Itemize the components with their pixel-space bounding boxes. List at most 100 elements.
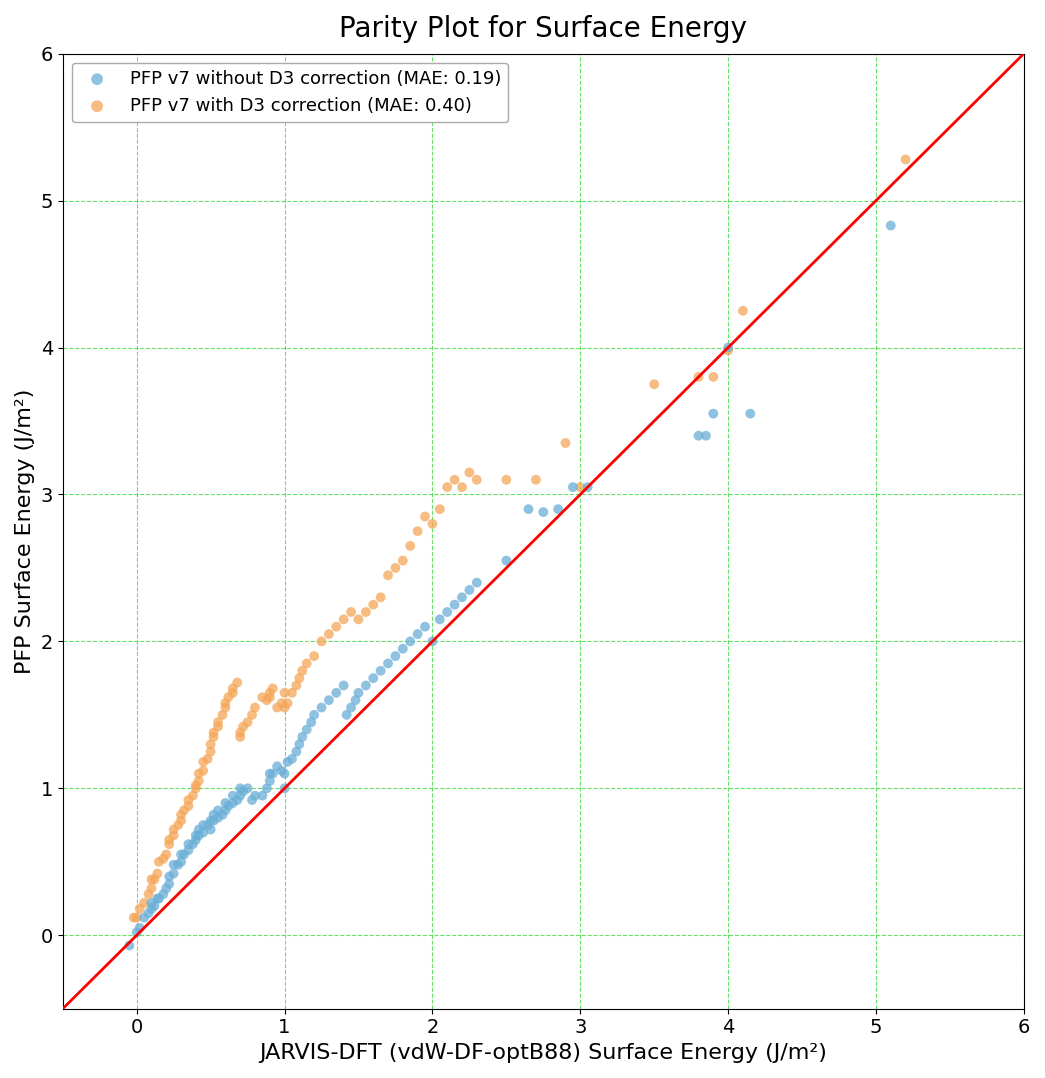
PFP v7 with D3 correction (MAE: 0.40): (0.65, 1.68): 0.40): (0.65, 1.68) — [225, 680, 241, 697]
PFP v7 with D3 correction (MAE: 0.40): (0.1, 0.38): 0.40): (0.1, 0.38) — [143, 871, 160, 888]
PFP v7 without D3 correction (MAE: 0.19): (0.7, 1): 0.19): (0.7, 1) — [232, 779, 249, 797]
PFP v7 without D3 correction (MAE: 0.19): (0.18, 0.28): 0.19): (0.18, 0.28) — [155, 885, 171, 902]
PFP v7 without D3 correction (MAE: 0.19): (0.85, 0.95): 0.19): (0.85, 0.95) — [254, 787, 271, 804]
PFP v7 with D3 correction (MAE: 0.40): (0.18, 0.52): 0.40): (0.18, 0.52) — [155, 851, 171, 868]
PFP v7 with D3 correction (MAE: 0.40): (0.08, 0.28): 0.40): (0.08, 0.28) — [140, 885, 157, 902]
PFP v7 without D3 correction (MAE: 0.19): (0.25, 0.42): 0.19): (0.25, 0.42) — [165, 865, 182, 882]
PFP v7 without D3 correction (MAE: 0.19): (5.1, 4.83): 0.19): (5.1, 4.83) — [882, 217, 899, 234]
PFP v7 with D3 correction (MAE: 0.40): (0.6, 1.55): 0.40): (0.6, 1.55) — [217, 699, 234, 716]
PFP v7 without D3 correction (MAE: 0.19): (0.5, 0.78): 0.19): (0.5, 0.78) — [203, 812, 219, 829]
PFP v7 without D3 correction (MAE: 0.19): (0.4, 0.65): 0.19): (0.4, 0.65) — [187, 831, 204, 848]
PFP v7 with D3 correction (MAE: 0.40): (0.7, 1.38): 0.40): (0.7, 1.38) — [232, 723, 249, 741]
PFP v7 with D3 correction (MAE: 0.40): (0.9, 1.65): 0.40): (0.9, 1.65) — [261, 685, 278, 702]
PFP v7 without D3 correction (MAE: 0.19): (4.15, 3.55): 0.19): (4.15, 3.55) — [742, 405, 759, 423]
PFP v7 with D3 correction (MAE: 0.40): (4.1, 4.25): 0.40): (4.1, 4.25) — [735, 302, 751, 319]
PFP v7 with D3 correction (MAE: 0.40): (5.2, 5.28): 0.40): (5.2, 5.28) — [898, 151, 914, 168]
PFP v7 without D3 correction (MAE: 0.19): (0.3, 0.55): 0.19): (0.3, 0.55) — [172, 846, 189, 863]
PFP v7 with D3 correction (MAE: 0.40): (0.05, 0.22): 0.40): (0.05, 0.22) — [136, 895, 153, 912]
PFP v7 with D3 correction (MAE: 0.40): (0.02, 0.18): 0.40): (0.02, 0.18) — [132, 900, 148, 917]
PFP v7 without D3 correction (MAE: 0.19): (1.55, 1.7): 0.19): (1.55, 1.7) — [357, 677, 374, 694]
PFP v7 without D3 correction (MAE: 0.19): (0.25, 0.48): 0.19): (0.25, 0.48) — [165, 856, 182, 873]
PFP v7 with D3 correction (MAE: 0.40): (0.35, 0.92): 0.40): (0.35, 0.92) — [180, 791, 196, 808]
PFP v7 without D3 correction (MAE: 0.19): (0.15, 0.25): 0.19): (0.15, 0.25) — [150, 890, 167, 908]
PFP v7 without D3 correction (MAE: 0.19): (1.25, 1.55): 0.19): (1.25, 1.55) — [314, 699, 330, 716]
PFP v7 without D3 correction (MAE: 0.19): (2.15, 2.25): 0.19): (2.15, 2.25) — [446, 596, 463, 613]
PFP v7 without D3 correction (MAE: 0.19): (0.9, 1.1): 0.19): (0.9, 1.1) — [261, 765, 278, 783]
PFP v7 without D3 correction (MAE: 0.19): (0.2, 0.32): 0.19): (0.2, 0.32) — [158, 880, 175, 897]
PFP v7 without D3 correction (MAE: 0.19): (0.08, 0.15): 0.19): (0.08, 0.15) — [140, 904, 157, 922]
PFP v7 without D3 correction (MAE: 0.19): (1.8, 1.95): 0.19): (1.8, 1.95) — [394, 640, 411, 658]
PFP v7 without D3 correction (MAE: 0.19): (0.48, 0.75): 0.19): (0.48, 0.75) — [200, 816, 216, 833]
PFP v7 without D3 correction (MAE: 0.19): (1.5, 1.65): 0.19): (1.5, 1.65) — [350, 685, 367, 702]
PFP v7 with D3 correction (MAE: 0.40): (0.7, 1.35): 0.40): (0.7, 1.35) — [232, 729, 249, 746]
PFP v7 with D3 correction (MAE: 0.40): (0.35, 0.88): 0.40): (0.35, 0.88) — [180, 798, 196, 815]
PFP v7 without D3 correction (MAE: 0.19): (0.58, 0.82): 0.19): (0.58, 0.82) — [214, 806, 231, 824]
PFP v7 without D3 correction (MAE: 0.19): (0.98, 1.12): 0.19): (0.98, 1.12) — [273, 762, 289, 779]
PFP v7 with D3 correction (MAE: 0.40): (0.9, 1.62): 0.40): (0.9, 1.62) — [261, 689, 278, 706]
PFP v7 with D3 correction (MAE: 0.40): (0, 0.12): 0.40): (0, 0.12) — [129, 909, 145, 926]
PFP v7 without D3 correction (MAE: 0.19): (1.6, 1.75): 0.19): (1.6, 1.75) — [365, 669, 381, 687]
PFP v7 without D3 correction (MAE: 0.19): (0.65, 0.95): 0.19): (0.65, 0.95) — [225, 787, 241, 804]
PFP v7 with D3 correction (MAE: 0.40): (3.5, 3.75): 0.40): (3.5, 3.75) — [646, 375, 663, 392]
PFP v7 with D3 correction (MAE: 0.40): (2.25, 3.15): 0.40): (2.25, 3.15) — [461, 464, 478, 481]
PFP v7 without D3 correction (MAE: 0.19): (2.65, 2.9): 0.19): (2.65, 2.9) — [520, 500, 537, 517]
PFP v7 with D3 correction (MAE: 0.40): (2.15, 3.1): 0.40): (2.15, 3.1) — [446, 471, 463, 488]
PFP v7 with D3 correction (MAE: 0.40): (3, 3.05): 0.40): (3, 3.05) — [572, 479, 588, 496]
PFP v7 without D3 correction (MAE: 0.19): (2.85, 2.9): 0.19): (2.85, 2.9) — [550, 500, 566, 517]
PFP v7 with D3 correction (MAE: 0.40): (1.12, 1.8): 0.40): (1.12, 1.8) — [294, 662, 310, 679]
PFP v7 without D3 correction (MAE: 0.19): (0.55, 0.8): 0.19): (0.55, 0.8) — [210, 810, 227, 827]
PFP v7 without D3 correction (MAE: 0.19): (1.95, 2.1): 0.19): (1.95, 2.1) — [417, 618, 434, 635]
PFP v7 without D3 correction (MAE: 0.19): (1.9, 2.05): 0.19): (1.9, 2.05) — [410, 625, 426, 642]
PFP v7 with D3 correction (MAE: 0.40): (0.45, 1.18): 0.40): (0.45, 1.18) — [194, 754, 211, 771]
PFP v7 with D3 correction (MAE: 0.40): (0.52, 1.38): 0.40): (0.52, 1.38) — [205, 723, 222, 741]
Y-axis label: PFP Surface Energy (J/m²): PFP Surface Energy (J/m²) — [15, 388, 34, 674]
PFP v7 without D3 correction (MAE: 0.19): (0.12, 0.2): 0.19): (0.12, 0.2) — [146, 897, 163, 914]
PFP v7 with D3 correction (MAE: 0.40): (1.75, 2.5): 0.40): (1.75, 2.5) — [387, 559, 403, 577]
PFP v7 with D3 correction (MAE: 0.40): (1.4, 2.15): 0.40): (1.4, 2.15) — [335, 611, 352, 628]
PFP v7 with D3 correction (MAE: 0.40): (1, 1.55): 0.40): (1, 1.55) — [276, 699, 293, 716]
PFP v7 with D3 correction (MAE: 0.40): (1.08, 1.7): 0.40): (1.08, 1.7) — [288, 677, 305, 694]
PFP v7 without D3 correction (MAE: 0.19): (1.48, 1.6): 0.19): (1.48, 1.6) — [347, 692, 364, 709]
PFP v7 with D3 correction (MAE: 0.40): (1.9, 2.75): 0.40): (1.9, 2.75) — [410, 523, 426, 540]
PFP v7 with D3 correction (MAE: 0.40): (0.55, 1.42): 0.40): (0.55, 1.42) — [210, 718, 227, 735]
PFP v7 with D3 correction (MAE: 0.40): (1.8, 2.55): 0.40): (1.8, 2.55) — [394, 552, 411, 569]
PFP v7 without D3 correction (MAE: 0.19): (0.88, 1): 0.19): (0.88, 1) — [258, 779, 275, 797]
PFP v7 with D3 correction (MAE: 0.40): (0.6, 1.58): 0.40): (0.6, 1.58) — [217, 694, 234, 711]
PFP v7 with D3 correction (MAE: 0.40): (0.65, 1.65): 0.40): (0.65, 1.65) — [225, 685, 241, 702]
PFP v7 without D3 correction (MAE: 0.19): (0.7, 0.95): 0.19): (0.7, 0.95) — [232, 787, 249, 804]
PFP v7 with D3 correction (MAE: 0.40): (0.72, 1.42): 0.40): (0.72, 1.42) — [235, 718, 252, 735]
PFP v7 without D3 correction (MAE: 0.19): (1.65, 1.8): 0.19): (1.65, 1.8) — [372, 662, 389, 679]
PFP v7 with D3 correction (MAE: 0.40): (0.2, 0.55): 0.40): (0.2, 0.55) — [158, 846, 175, 863]
PFP v7 with D3 correction (MAE: 0.40): (1, 1.65): 0.40): (1, 1.65) — [276, 685, 293, 702]
Legend: PFP v7 without D3 correction (MAE: 0.19), PFP v7 with D3 correction (MAE: 0.40): PFP v7 without D3 correction (MAE: 0.19)… — [72, 63, 508, 122]
PFP v7 without D3 correction (MAE: 0.19): (0.45, 0.7): 0.19): (0.45, 0.7) — [194, 824, 211, 841]
PFP v7 with D3 correction (MAE: 0.40): (1.85, 2.65): 0.40): (1.85, 2.65) — [402, 537, 419, 554]
PFP v7 with D3 correction (MAE: 0.40): (0.42, 1.05): 0.40): (0.42, 1.05) — [190, 772, 207, 789]
PFP v7 with D3 correction (MAE: 0.40): (0.38, 0.95): 0.40): (0.38, 0.95) — [185, 787, 202, 804]
PFP v7 with D3 correction (MAE: 0.40): (0.62, 1.62): 0.40): (0.62, 1.62) — [220, 689, 237, 706]
PFP v7 without D3 correction (MAE: 0.19): (3.85, 3.4): 0.19): (3.85, 3.4) — [698, 427, 715, 444]
PFP v7 without D3 correction (MAE: 0.19): (1.08, 1.25): 0.19): (1.08, 1.25) — [288, 743, 305, 760]
PFP v7 without D3 correction (MAE: 0.19): (0.32, 0.55): 0.19): (0.32, 0.55) — [176, 846, 192, 863]
PFP v7 with D3 correction (MAE: 0.40): (0.42, 1.1): 0.40): (0.42, 1.1) — [190, 765, 207, 783]
PFP v7 with D3 correction (MAE: 0.40): (1.3, 2.05): 0.40): (1.3, 2.05) — [321, 625, 338, 642]
PFP v7 with D3 correction (MAE: 0.40): (4, 3.98): 0.40): (4, 3.98) — [720, 342, 737, 359]
PFP v7 without D3 correction (MAE: 0.19): (1.7, 1.85): 0.19): (1.7, 1.85) — [379, 654, 396, 672]
PFP v7 without D3 correction (MAE: 0.19): (0.38, 0.62): 0.19): (0.38, 0.62) — [185, 835, 202, 853]
PFP v7 with D3 correction (MAE: 0.40): (3.9, 3.8): 0.40): (3.9, 3.8) — [705, 369, 722, 386]
PFP v7 with D3 correction (MAE: 0.40): (1.65, 2.3): 0.40): (1.65, 2.3) — [372, 589, 389, 606]
PFP v7 without D3 correction (MAE: 0.19): (0.22, 0.35): 0.19): (0.22, 0.35) — [161, 875, 178, 893]
PFP v7 without D3 correction (MAE: 0.19): (1.35, 1.65): 0.19): (1.35, 1.65) — [328, 685, 345, 702]
PFP v7 with D3 correction (MAE: 0.40): (0.15, 0.5): 0.40): (0.15, 0.5) — [150, 853, 167, 870]
PFP v7 with D3 correction (MAE: 0.40): (1.45, 2.2): 0.40): (1.45, 2.2) — [343, 604, 359, 621]
PFP v7 with D3 correction (MAE: 0.40): (0.98, 1.58): 0.40): (0.98, 1.58) — [273, 694, 289, 711]
PFP v7 without D3 correction (MAE: 0.19): (0.92, 1.1): 0.19): (0.92, 1.1) — [264, 765, 281, 783]
PFP v7 without D3 correction (MAE: 0.19): (1.02, 1.18): 0.19): (1.02, 1.18) — [279, 754, 296, 771]
PFP v7 with D3 correction (MAE: 0.40): (0.52, 1.35): 0.40): (0.52, 1.35) — [205, 729, 222, 746]
PFP v7 with D3 correction (MAE: 0.40): (0.75, 1.45): 0.40): (0.75, 1.45) — [239, 714, 256, 731]
PFP v7 without D3 correction (MAE: 0.19): (1, 1.1): 0.19): (1, 1.1) — [276, 765, 293, 783]
PFP v7 without D3 correction (MAE: 0.19): (0.8, 0.95): 0.19): (0.8, 0.95) — [247, 787, 263, 804]
PFP v7 without D3 correction (MAE: 0.19): (0.55, 0.85): 0.19): (0.55, 0.85) — [210, 802, 227, 819]
PFP v7 with D3 correction (MAE: 0.40): (1.7, 2.45): 0.40): (1.7, 2.45) — [379, 567, 396, 584]
PFP v7 with D3 correction (MAE: 0.40): (0.14, 0.42): 0.40): (0.14, 0.42) — [149, 865, 166, 882]
